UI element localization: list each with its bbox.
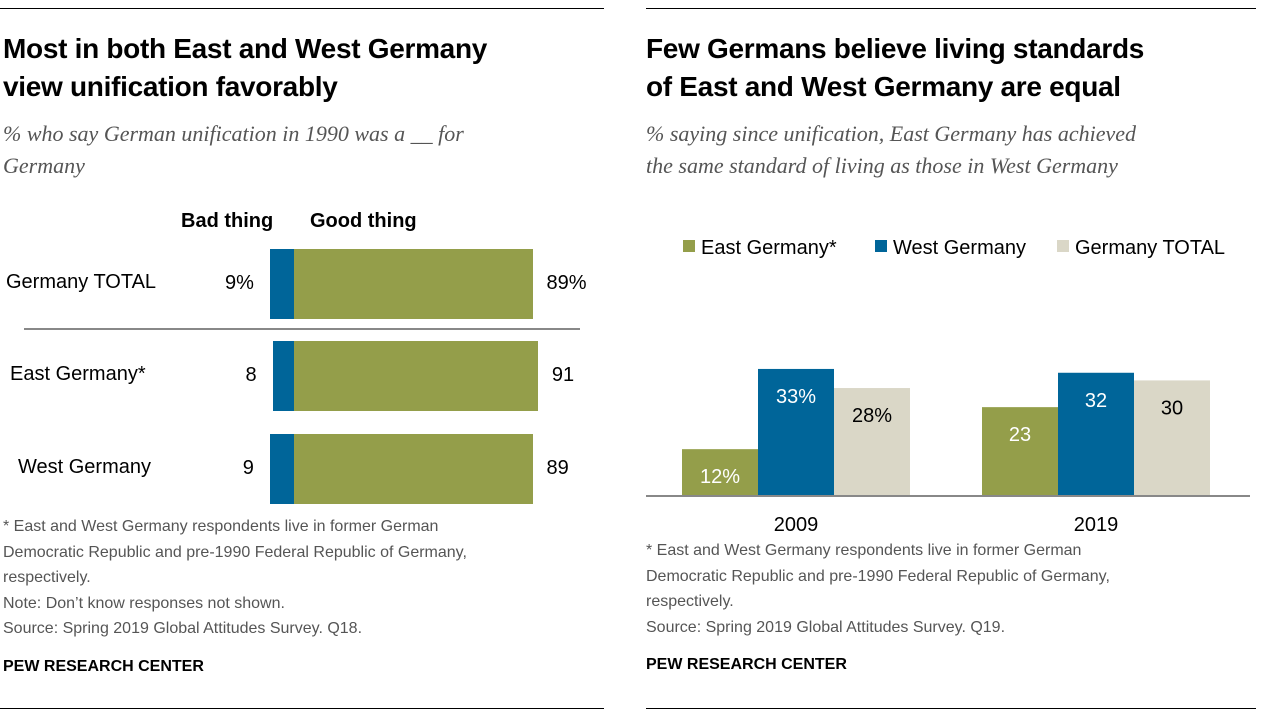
bad-thing-value: 9 [242,457,254,479]
note-line: * East and West Germany respondents live… [646,542,1082,559]
x-tick-label: 2009 [774,514,819,536]
good-thing-bar [294,341,538,411]
note-line: Democratic Republic and pre-1990 Federal… [3,543,467,561]
right-chart-subtitle: % saying since unification, East Germany… [646,118,1136,182]
subtitle-line: the same standard of living as those in … [646,153,1118,178]
top-rule-left [0,8,604,9]
bar [834,388,910,495]
right-chart-title: Few Germans believe living standards of … [646,30,1144,106]
note-line: respectively. [3,569,91,586]
subtitle-line: % who say German unification in 1990 was… [3,121,464,146]
good-thing-bar [294,249,533,319]
note-line: Source: Spring 2019 Global Attitudes Sur… [646,618,1006,636]
bar-value-label: 32 [1085,390,1107,412]
good-thing-value: 91 [551,364,575,386]
bar-value-label: 23 [1009,424,1031,446]
bad-thing-value: 8 [245,364,257,386]
bar-value-label: 28% [852,405,892,427]
top-rule-right [646,8,1256,9]
good-thing-header: Good thing [310,210,417,232]
bar-value-label: 12% [700,466,740,488]
bad-thing-header: Bad thing [181,210,274,232]
row-label: East Germany* [10,363,146,385]
bad-thing-value: 9% [224,272,254,294]
good-thing-value: 89 [546,457,569,479]
title-line: Most in both East and West Germany [3,33,488,64]
legend-swatch [875,240,887,252]
bar [982,407,1058,495]
bottom-rule-right [646,708,1256,709]
good-thing-bar [294,434,533,504]
note-line: Democratic Republic and pre-1990 Federal… [646,567,1110,585]
left-notes: * East and West Germany respondents live… [3,514,467,642]
bar-value-label: 33% [776,386,816,408]
row-label: Germany TOTAL [6,271,157,293]
legend-swatch [1057,240,1069,252]
subtitle-line: % saying since unification, East Germany… [646,121,1137,146]
left-chart-subtitle: % who say German unification in 1990 was… [3,118,464,182]
bar [1058,372,1134,495]
bad-thing-bar [269,434,294,504]
note-line: respectively. [646,593,734,610]
legend-label: East Germany* [701,237,837,259]
pew-brand: PEW RESEARCH CENTER [646,656,847,673]
note-line: Note: Don’t know responses not shown. [3,594,285,612]
bar [1134,380,1210,495]
bar [758,368,834,495]
x-tick-label: 2019 [1074,514,1119,536]
good-thing-value: 89% [546,272,587,294]
legend-swatch [683,240,695,252]
title-line: of East and West Germany are equal [646,71,1121,102]
bad-thing-bar [269,249,294,319]
bottom-rule-left [0,708,604,709]
bar-value-label: 30 [1161,397,1183,419]
row-label: West Germany [18,456,151,478]
right-notes: * East and West Germany respondents live… [646,538,1110,640]
total-divider [24,328,580,330]
title-line: view unification favorably [3,71,338,102]
pew-brand: PEW RESEARCH CENTER [3,658,204,675]
title-line: Few Germans believe living standards [646,33,1145,64]
bad-thing-bar [272,341,294,411]
left-chart-title: Most in both East and West Germany view … [3,30,487,106]
legend-label: West Germany [893,237,1026,259]
note-line: * East and West Germany respondents live… [3,518,439,535]
legend-label: Germany TOTAL [1075,237,1225,259]
subtitle-line: Germany [3,153,85,178]
note-line: Source: Spring 2019 Global Attitudes Sur… [3,620,363,637]
bar [682,449,758,495]
